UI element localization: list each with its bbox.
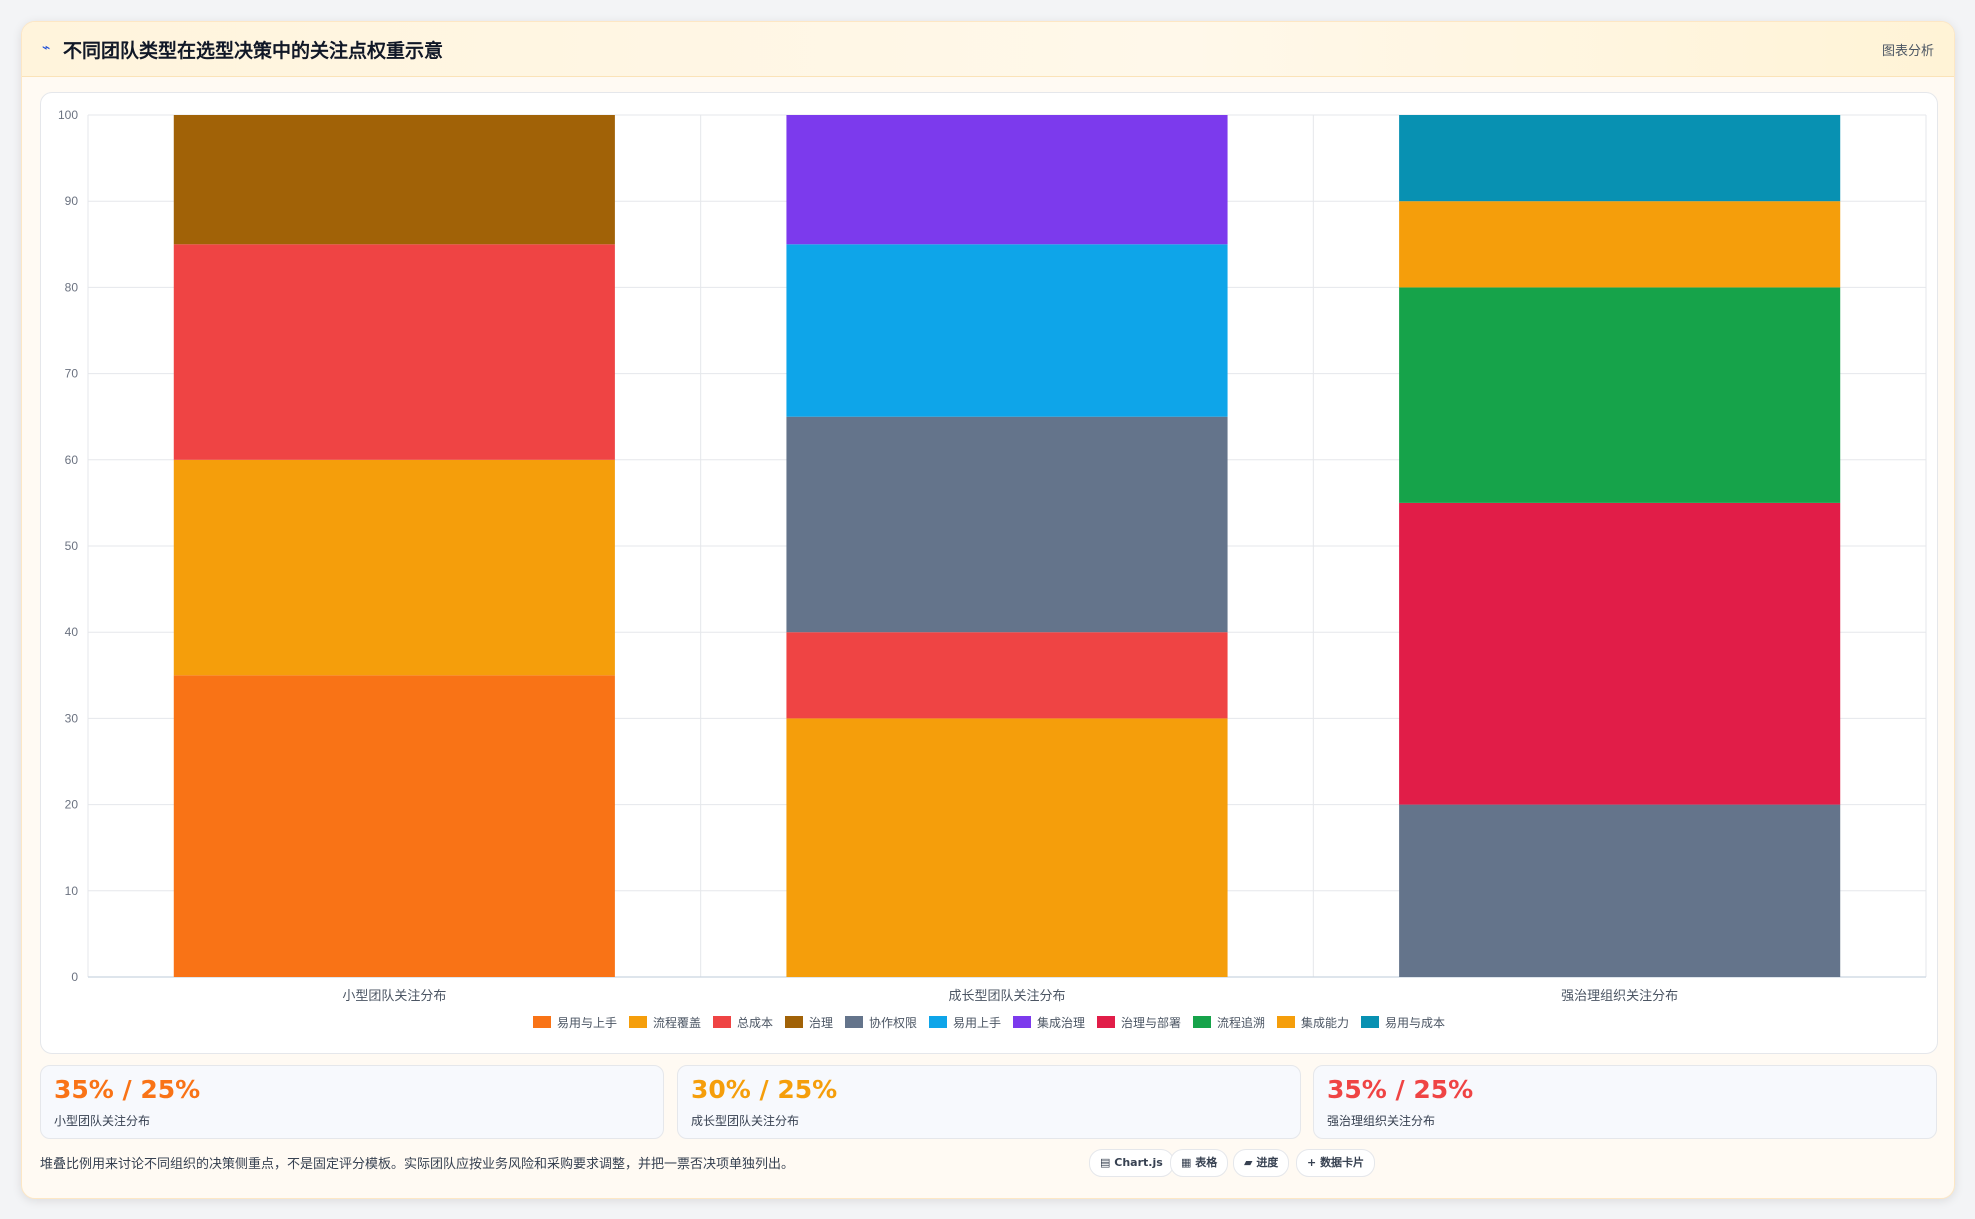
chart-icon: ▤: [1100, 1156, 1111, 1169]
stat-value: 35% / 25%: [1327, 1075, 1474, 1104]
legend-label: 易用上手: [953, 1016, 1001, 1030]
tag-chartjs[interactable]: ▤ Chart.js: [1089, 1149, 1174, 1177]
tag-label: 进度: [1256, 1156, 1279, 1169]
stat-label: 强治理组织关注分布: [1327, 1114, 1436, 1128]
progress-icon: ▰: [1244, 1156, 1253, 1169]
y-tick-label: 40: [65, 625, 79, 639]
x-tick-label: 成长型团队关注分布: [948, 988, 1065, 1003]
line-chart-icon: ⌁: [42, 40, 51, 56]
legend-label: 集成治理: [1037, 1015, 1085, 1030]
y-tick-label: 30: [65, 711, 79, 725]
legend-label: 治理与部署: [1121, 1015, 1181, 1030]
bar-segment: [1399, 287, 1841, 503]
table-icon: ▦: [1181, 1156, 1192, 1169]
chart-analysis-link[interactable]: 图表分析: [1881, 44, 1934, 59]
y-tick-label: 70: [65, 367, 79, 381]
stat-label: 成长型团队关注分布: [691, 1114, 800, 1128]
legend-label: 集成能力: [1301, 1015, 1349, 1030]
stat-card-growth-team: 30% / 25% 成长型团队关注分布: [677, 1065, 1301, 1139]
legend-label: 流程追溯: [1217, 1015, 1265, 1030]
legend-swatch: [629, 1016, 647, 1028]
legend-swatch: [713, 1016, 731, 1028]
stat-card-small-team: 35% / 25% 小型团队关注分布: [40, 1065, 664, 1139]
bar-segment: [1399, 115, 1841, 202]
legend-swatch: [1361, 1016, 1379, 1028]
bar-segment: [1399, 502, 1841, 805]
legend-label: 协作权限: [869, 1015, 917, 1030]
y-tick-label: 60: [65, 453, 79, 467]
stat-card-governance-org: 35% / 25% 强治理组织关注分布: [1313, 1065, 1937, 1139]
bar-segment: [786, 115, 1228, 245]
y-tick-label: 10: [65, 884, 79, 898]
bar-segment: [173, 244, 615, 460]
bar-segment: [1399, 804, 1841, 977]
page-title: 不同团队类型在选型决策中的关注点权重示意: [63, 40, 444, 62]
legend-swatch: [1097, 1016, 1115, 1028]
bar-segment: [173, 115, 615, 245]
tag-table[interactable]: ▦ 表格: [1170, 1149, 1229, 1177]
bar-segment: [786, 632, 1228, 719]
stat-value: 30% / 25%: [691, 1075, 838, 1104]
legend-label: 易用与成本: [1385, 1016, 1445, 1030]
y-tick-label: 80: [65, 280, 79, 294]
bar-segment: [786, 416, 1228, 633]
stat-cards: 35% / 25% 小型团队关注分布 30% / 25% 成长型团队关注分布 3…: [40, 1065, 1937, 1139]
tag-progress[interactable]: ▰ 进度: [1233, 1149, 1290, 1177]
card-header: ⌁ 不同团队类型在选型决策中的关注点权重示意 图表分析: [22, 22, 1954, 77]
bar-segment: [173, 459, 615, 676]
chart-panel: 0 10 20 30 40 50 60 70 80 90 100 小型团队关注分布 成长型团队关注分布 强…: [40, 92, 1938, 1054]
bar-segment: [786, 244, 1228, 417]
legend-swatch: [785, 1016, 803, 1028]
bar-segment: [173, 675, 615, 977]
stacked-bar-chart: 0 10 20 30 40 50 60 70 80 90 100 小型团队关注分布 成长型团队关注分布 强…: [58, 108, 1927, 1030]
tag-label: 数据卡片: [1320, 1156, 1365, 1169]
legend-label: 治理: [809, 1016, 833, 1030]
tag-label: 表格: [1195, 1156, 1218, 1169]
legend-label: 流程覆盖: [653, 1015, 701, 1030]
legend-label: 总成本: [737, 1016, 773, 1030]
legend-swatch: [845, 1016, 863, 1028]
legend-swatch: [533, 1016, 551, 1028]
y-tick-label: 100: [58, 108, 78, 122]
tag-label: Chart.js: [1114, 1156, 1163, 1169]
chart-card: ⌁ 不同团队类型在选型决策中的关注点权重示意 图表分析 0 10 20 30 40 50 6…: [21, 21, 1955, 1199]
bar-segment: [786, 718, 1228, 977]
legend-label: 易用与上手: [557, 1016, 617, 1030]
stat-value: 35% / 25%: [54, 1075, 201, 1104]
stat-label: 小型团队关注分布: [54, 1114, 151, 1128]
y-tick-label: 20: [65, 798, 79, 812]
legend-swatch: [1193, 1016, 1211, 1028]
x-tick-label: 小型团队关注分布: [342, 988, 446, 1003]
tag-data-card[interactable]: + 数据卡片: [1296, 1149, 1376, 1177]
footnote: 堆叠比例用来讨论不同组织的决策侧重点，不是固定评分模板。实际团队应按业务风险和采…: [40, 1157, 795, 1172]
legend-swatch: [1277, 1016, 1295, 1028]
y-tick-label: 0: [71, 970, 78, 984]
y-tick-label: 50: [65, 539, 79, 553]
legend-swatch: [1013, 1016, 1031, 1028]
plus-icon: +: [1307, 1156, 1317, 1169]
bar-segment: [1399, 201, 1841, 288]
y-tick-label: 90: [65, 194, 79, 208]
x-tick-label: 强治理组织关注分布: [1561, 988, 1678, 1003]
legend-swatch: [929, 1016, 947, 1028]
